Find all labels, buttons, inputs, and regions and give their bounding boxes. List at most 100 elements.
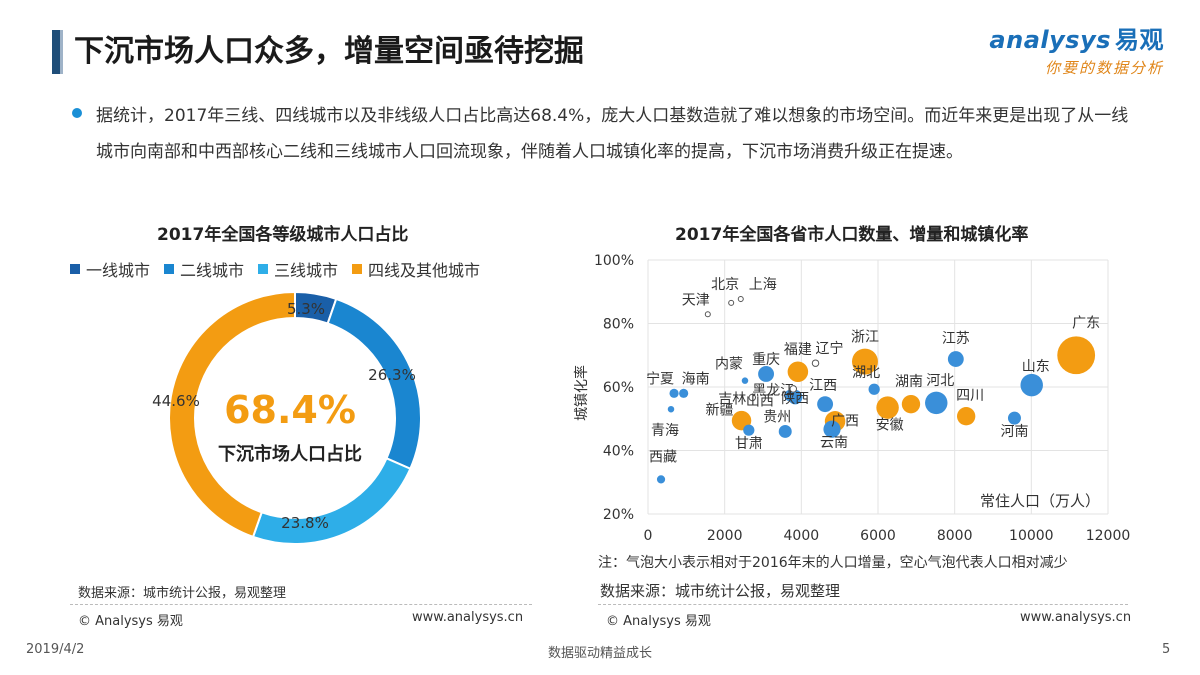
bubble-内蒙 [741, 377, 749, 384]
bubble-label: 山东 [1022, 359, 1050, 375]
bubble-北京 [728, 299, 735, 306]
bubble-label: 河北 [926, 373, 954, 389]
bubble-label: 上海 [749, 277, 777, 293]
x-tick-label: 0 [644, 528, 653, 544]
bubble-湖北 [868, 383, 880, 395]
bubble-江苏 [947, 351, 964, 368]
bubble-label: 云南 [820, 435, 848, 451]
bubble-label: 天津 [682, 292, 710, 308]
bubble-label: 黑龙江 [752, 383, 794, 399]
copyright-left: © Analysys 易观 [78, 614, 183, 629]
bubble-湖南 [901, 394, 921, 414]
bubble-label: 安徽 [876, 418, 904, 434]
x-tick-label: 4000 [784, 528, 820, 544]
bubble-label: 甘肃 [735, 436, 763, 452]
bubble-上海 [737, 296, 744, 303]
bubble-吉林 [748, 393, 757, 402]
bubble-label: 湖北 [852, 365, 880, 381]
title-accent-bar-light [60, 30, 63, 74]
bubble-云南 [823, 420, 841, 438]
donut-value-label: 44.6% [152, 392, 200, 410]
bubble-安徽 [876, 396, 899, 419]
title-accent-bar [52, 30, 60, 74]
page-title: 下沉市场人口众多，增量空间亟待挖掘 [74, 34, 584, 69]
brand-tagline: 你要的数据分析 [1044, 59, 1164, 77]
donut-value-label: 26.3% [368, 366, 416, 384]
bubble-label: 海南 [682, 371, 710, 387]
bubble-label: 江西 [809, 378, 837, 394]
bubble-label: 河南 [1000, 424, 1028, 440]
copyright-right: © Analysys 易观 [606, 614, 711, 629]
legend-item-tier4: 四线及其他城市 [352, 257, 480, 281]
bubble-label: 广东 [1072, 315, 1100, 331]
legend-swatch-tier1 [70, 264, 80, 274]
url-left: www.analysys.cn [412, 610, 524, 625]
bubble-label: 山西 [746, 394, 774, 410]
bubble-label: 湖南 [895, 374, 923, 390]
footer-slogan: 数据驱动精益成长 [547, 646, 652, 661]
y-tick-label: 60% [603, 380, 634, 396]
x-tick-label: 6000 [860, 528, 896, 544]
bubble-西藏 [656, 475, 666, 484]
bullet-dot-icon [72, 108, 82, 118]
legend-item-tier3: 三线城市 [258, 257, 338, 281]
bubble-黑龙江 [789, 385, 798, 393]
y-tick-label: 100% [594, 253, 634, 269]
bubble-河北 [925, 391, 948, 415]
bubble-河南 [1007, 411, 1021, 425]
bubble-label: 广西 [831, 413, 859, 429]
donut-slice-3 [251, 456, 412, 545]
bubble-宁夏 [669, 388, 679, 398]
y-tick-label: 40% [603, 444, 634, 460]
bubble-福建 [787, 361, 809, 383]
bubble-重庆 [758, 366, 775, 382]
bubble-label: 新疆 [706, 403, 734, 419]
source-note-right: 数据来源：城市统计公报，易观整理 [600, 582, 841, 600]
legend-swatch-tier2 [164, 264, 175, 274]
bubble-甘肃 [743, 424, 755, 436]
donut-slice-4 [168, 290, 296, 539]
divider-left [70, 604, 532, 605]
donut-center-value: 68.4% [224, 388, 356, 432]
bubble-label: 北京 [711, 277, 739, 293]
bubble-label: 辽宁 [816, 340, 844, 357]
y-tick-label: 80% [603, 317, 634, 333]
intro-paragraph: 据统计，2017年三线、四线城市以及非线级人口占比高达68.4%，庞大人口基数造… [96, 106, 1129, 162]
bubble-label: 福建 [784, 342, 812, 358]
donut-value-label: 23.8% [281, 514, 329, 532]
x-axis-title: 常住人口（万人） [980, 492, 1100, 510]
y-tick-label: 20% [603, 507, 634, 523]
donut-legend: 一线城市 二线城市 三线城市 四线及其他城市 [70, 257, 494, 281]
bubble-辽宁 [811, 359, 820, 367]
bubble-label: 吉林 [718, 391, 746, 407]
bubble-天津 [704, 311, 711, 318]
legend-swatch-tier4 [352, 264, 363, 274]
x-tick-label: 8000 [937, 528, 973, 544]
y-axis-title: 城镇化率 [573, 365, 590, 421]
legend-item-tier1: 一线城市 [70, 257, 150, 281]
bubble-青海 [667, 405, 675, 413]
divider-right [598, 604, 1128, 605]
bubble-浙江 [851, 348, 878, 375]
source-note-left: 数据来源：城市统计公报，易观整理 [78, 586, 287, 601]
bubble-江西 [817, 396, 834, 413]
x-tick-label: 10000 [1009, 528, 1054, 544]
brand-cn: 易观 [1115, 26, 1164, 54]
bubble-label: 浙江 [851, 330, 879, 346]
bubble-label: 重庆 [752, 352, 780, 368]
donut-value-label: 5.3% [287, 300, 325, 318]
bubble-note: 注：气泡大小表示相对于2016年末的人口增量，空心气泡代表人口相对减少 [598, 555, 1068, 571]
legend-swatch-tier3 [258, 264, 269, 274]
bubble-海南 [679, 388, 689, 398]
bubble-label: 内蒙 [715, 357, 743, 373]
bubble-label: 贵州 [763, 409, 791, 425]
bubble-label: 陕西 [781, 391, 809, 407]
bubble-label: 四川 [956, 388, 984, 404]
bubble-label: 宁夏 [646, 370, 674, 387]
bubble-chart-title: 2017年全国各省市人口数量、增量和城镇化率 [675, 225, 1029, 245]
footer-date: 2019/4/2 [26, 642, 85, 657]
bubble-贵州 [778, 424, 792, 438]
bubble-chart: 0 2000 4000 6000 8000 10000 12000 20% 40% 60% 80% 1… [573, 253, 1131, 544]
x-tick-label: 12000 [1086, 528, 1131, 544]
donut-chart: 5.3% 26.3% 23.8% 44.6% [152, 290, 422, 545]
